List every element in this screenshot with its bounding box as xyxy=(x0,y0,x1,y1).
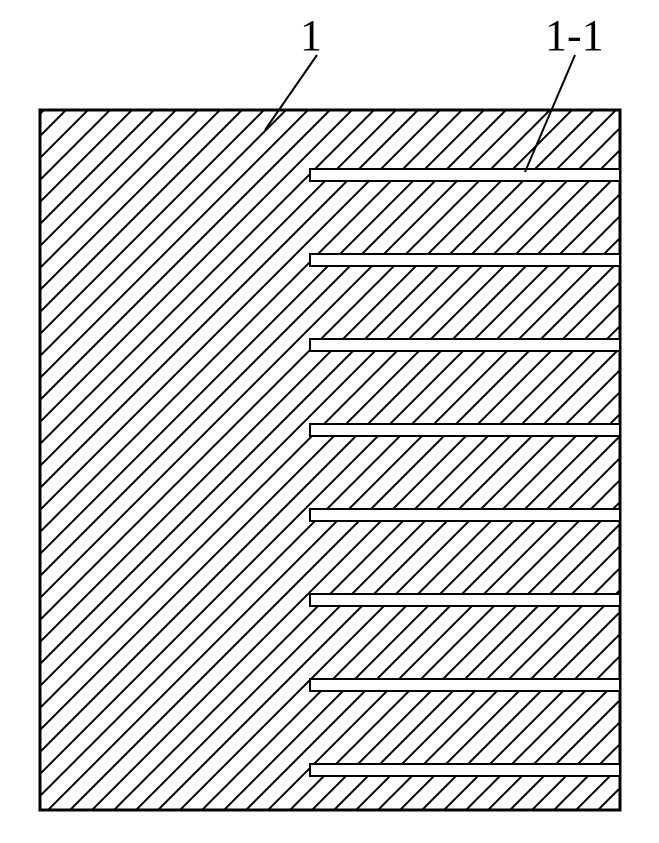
slot xyxy=(310,509,620,521)
diagram: 1 1-1 xyxy=(0,0,659,838)
slot xyxy=(310,594,620,606)
main-block xyxy=(40,110,620,810)
slot xyxy=(310,339,620,351)
slot xyxy=(310,679,620,691)
label-1-1: 1-1 xyxy=(545,10,604,61)
label-1: 1 xyxy=(300,10,322,61)
slot xyxy=(310,764,620,776)
slot xyxy=(310,254,620,266)
diagram-svg xyxy=(0,0,659,838)
slot xyxy=(310,169,620,181)
slot xyxy=(310,424,620,436)
